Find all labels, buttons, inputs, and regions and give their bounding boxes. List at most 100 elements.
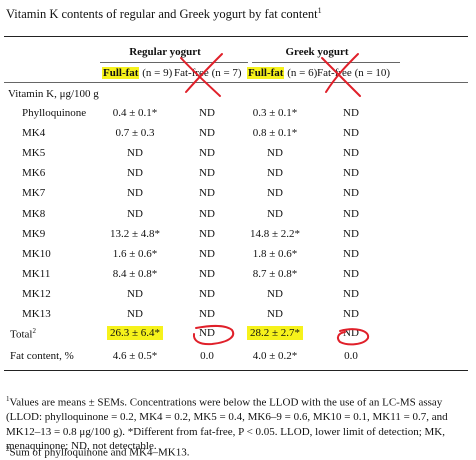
table-cell: ND [343,287,359,300]
table-row: MK11 8.4 ± 0.8* ND 8.7 ± 0.8* ND [0,268,476,288]
table-cell: ND [267,308,283,320]
row-label: MK5 [22,147,46,160]
table-row: MK12 ND ND ND ND [0,288,476,308]
top-rule [4,36,468,37]
table-cell: ND [343,187,359,200]
table-cell: ND [267,287,283,300]
row-label: MK10 [22,247,51,260]
bottom-rule [4,370,468,371]
table-cell: ND [199,187,215,200]
caption-title: Vitamin K contents of regular and Greek … [6,7,318,22]
subhead-greek-full-fat: Full-fat (n = 6) [247,67,317,79]
greek-fat-free-label: Fat-free [317,67,352,79]
group-greek-yogurt: Greek yogurt [285,46,349,58]
table-row: MK6 ND ND ND ND [0,167,476,187]
table-cell: 8.4 ± 0.8* [112,267,158,280]
fat-greek-full-fat: 4.0 ± 0.2* [252,350,298,362]
table-cell: ND [199,107,215,119]
regular-fat-free-n: (n = 7) [211,67,242,79]
table-cell: ND [199,227,215,240]
table-cell: ND [343,167,359,180]
table-cell: ND [127,187,143,200]
footnote-2: 2Sum of phylloquinone and MK4–MK13. [6,445,190,459]
table-row: MK7 ND ND ND ND [0,187,476,207]
table-row: MK9 13.2 ± 4.8* ND 14.8 ± 2.2* ND [0,228,476,248]
total-greek-fat-free: ND [343,327,359,339]
table-cell: 14.8 ± 2.2* [249,227,301,240]
regular-full-fat-label: Full-fat [102,67,140,79]
row-label: MK12 [22,287,51,300]
table-cell: 1.6 ± 0.6* [112,247,158,260]
unit-label: Vitamin K, μg/100 g [8,88,99,100]
total-label: Total2 [10,327,36,341]
table-cell: ND [343,308,359,320]
fat-content-label: Fat content, % [10,350,74,362]
table-cell: ND [343,107,359,119]
row-label: MK11 [22,267,51,280]
group-regular-yogurt: Regular yogurt [129,46,201,58]
table-cell: ND [199,167,215,180]
table-row: MK8 ND ND ND ND [0,208,476,228]
caption-note-mark: 1 [317,6,322,15]
table-cell: ND [267,167,283,180]
greek-full-fat-n: (n = 6) [287,67,318,79]
table-cell: ND [127,207,143,220]
regular-group-rule [100,62,248,63]
row-label: MK9 [22,227,46,240]
row-label: Phylloquinone [22,107,87,119]
greek-fat-free-n: (n = 10) [354,67,391,79]
table-cell: ND [343,207,359,220]
table-row: Phylloquinone 0.4 ± 0.1* ND 0.3 ± 0.1* ND [0,107,476,127]
total-regular-full-fat: 26.3 ± 6.4* [90,326,180,340]
total-row: Total2 26.3 ± 6.4* ND 28.2 ± 2.7* ND [0,326,476,347]
header-rule [4,82,468,83]
table-row: MK4 0.7 ± 0.3 ND 0.8 ± 0.1* ND [0,127,476,147]
fat-content-row: Fat content, % 4.6 ± 0.5* 0.0 4.0 ± 0.2*… [0,350,476,370]
total-greek-full-fat: 28.2 ± 2.7* [230,326,320,340]
table-cell: ND [127,308,143,320]
table-cell: ND [199,207,215,220]
table-cell: ND [343,127,359,140]
table-cell: ND [199,287,215,300]
table-cell: 1.8 ± 0.6* [252,247,298,260]
row-label: MK7 [22,187,46,200]
subhead-greek-fat-free: Fat-free (n = 10) [317,67,390,79]
regular-fat-free-label: Fat-free [174,67,209,79]
subhead-regular-full-fat: Full-fat (n = 9) [102,67,172,79]
fat-regular-full-fat: 4.6 ± 0.5* [112,350,158,362]
table-cell: ND [199,127,215,140]
table-row: MK5 ND ND ND ND [0,147,476,167]
subhead-regular-fat-free: Fat-free (n = 7) [174,67,242,79]
row-label: MK13 [22,308,51,320]
table-cell: 0.4 ± 0.1* [112,107,158,119]
table-cell: ND [343,147,359,160]
table-row: MK10 1.6 ± 0.6* ND 1.8 ± 0.6* ND [0,248,476,268]
table-cell: ND [199,147,215,160]
table-cell: ND [267,147,283,160]
table-cell: ND [127,287,143,300]
row-label: MK6 [22,167,46,180]
table-cell: 8.7 ± 0.8* [252,267,298,280]
table-cell: ND [267,207,283,220]
table-cell: ND [127,167,143,180]
table-caption: Vitamin K contents of regular and Greek … [6,6,322,22]
table-cell: ND [343,267,359,280]
table-cell: 0.7 ± 0.3 [115,127,155,140]
table-cell: 13.2 ± 4.8* [109,227,161,240]
table-cell: ND [343,247,359,260]
regular-full-fat-n: (n = 9) [142,67,173,79]
table-cell: ND [127,147,143,160]
footnote-1: 1Values are means ± SEMs. Concentrations… [6,395,448,453]
table-row: MK13 ND ND ND ND [0,308,476,328]
table-cell: ND [199,267,215,280]
fat-regular-fat-free: 0.0 [200,350,214,362]
table-cell: ND [199,247,215,260]
greek-full-fat-label: Full-fat [247,67,285,79]
table-cell: 0.3 ± 0.1* [252,107,298,119]
row-label: MK4 [22,127,46,140]
table-cell: 0.8 ± 0.1* [252,127,298,140]
table-cell: ND [267,187,283,200]
greek-group-rule [252,62,400,63]
row-label: MK8 [22,207,46,220]
table-cell: ND [199,308,215,320]
